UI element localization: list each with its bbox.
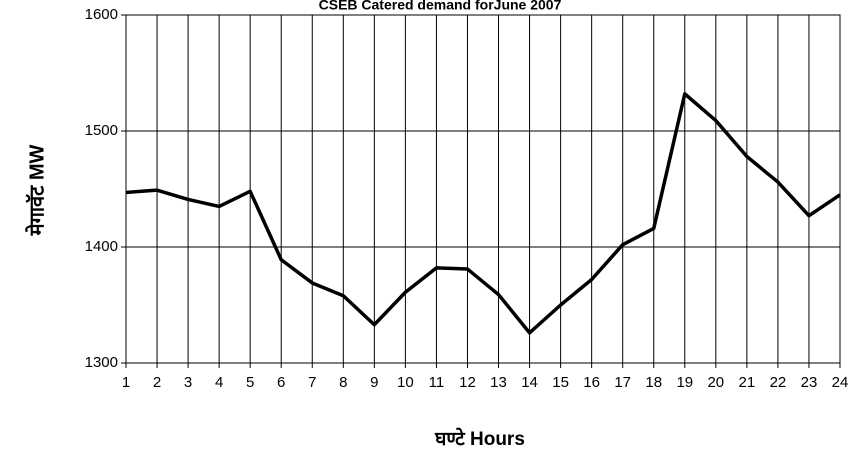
x-tick-label: 22 xyxy=(770,374,787,391)
x-tick-label: 4 xyxy=(215,374,223,391)
plot-frame xyxy=(125,14,841,364)
chart-title: CSEB Catered demand forJune 2007 xyxy=(319,0,562,13)
x-tick-label: 24 xyxy=(832,374,849,391)
x-tick-label: 1 xyxy=(122,374,130,391)
x-tick-label: 19 xyxy=(676,374,693,391)
x-tick-label: 17 xyxy=(614,374,631,391)
x-tick-label: 23 xyxy=(801,374,818,391)
y-tick-label: 1600 xyxy=(85,6,118,23)
y-tick-label: 1300 xyxy=(85,354,118,371)
x-tick-label: 10 xyxy=(397,374,414,391)
line-series xyxy=(125,92,841,335)
x-tick-label: 7 xyxy=(308,374,316,391)
x-tick-label: 13 xyxy=(490,374,507,391)
x-tick-label: 3 xyxy=(184,374,192,391)
x-tick-label: 6 xyxy=(277,374,285,391)
y-tick-label: 1500 xyxy=(85,122,118,139)
y-tick-label: 1400 xyxy=(85,238,118,255)
x-tick-label: 16 xyxy=(583,374,600,391)
x-tick-label: 9 xyxy=(370,374,378,391)
x-tick-label: 21 xyxy=(739,374,756,391)
x-tick-label: 2 xyxy=(153,374,161,391)
x-tick-label: 18 xyxy=(645,374,662,391)
x-axis-label: घण्टे Hours xyxy=(434,427,525,450)
x-tick-label: 20 xyxy=(707,374,724,391)
x-tick-label: 8 xyxy=(339,374,347,391)
x-tick-label: 15 xyxy=(552,374,569,391)
x-tick-label: 11 xyxy=(429,374,445,391)
x-tick-label: 12 xyxy=(459,374,476,391)
x-tick-label: 5 xyxy=(246,374,254,391)
y-axis-label: मेगावॅट MW xyxy=(24,145,48,237)
x-tick-label: 14 xyxy=(521,374,538,391)
